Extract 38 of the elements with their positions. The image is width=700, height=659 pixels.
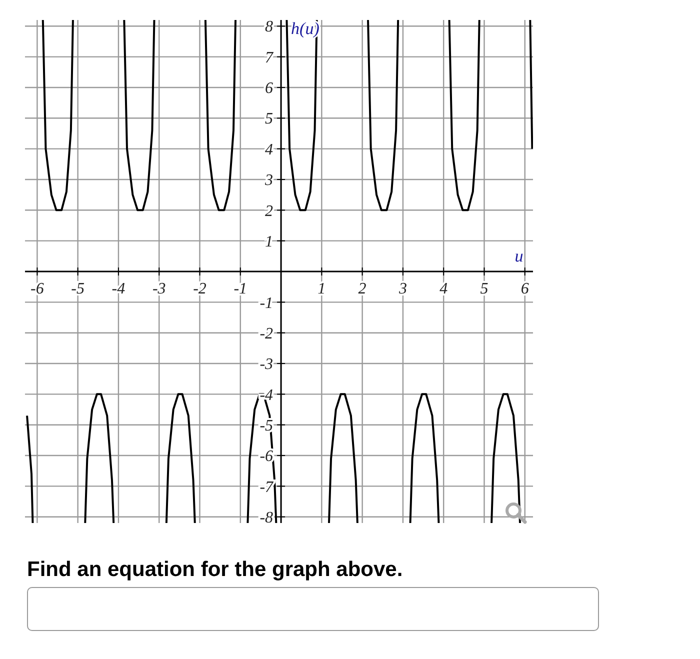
x-tick-label: 1 [318,280,326,298]
x-tick-label: 6 [520,280,529,298]
line-series [409,393,440,523]
line-series [84,393,115,523]
line-series [490,393,521,523]
x-tick-label: -2 [193,280,206,298]
x-tick-label: -6 [30,280,44,298]
y-tick-label: -2 [260,325,274,342]
line-series [204,20,237,212]
line-series [42,20,74,212]
x-tick-label: 2 [358,280,366,298]
x-tick-label: 3 [398,280,407,298]
x-tick-label: 5 [480,280,488,298]
y-tick-label: 1 [265,233,274,250]
y-tick-label: -4 [260,386,274,404]
x-axis-title: u [514,246,524,266]
line-series [123,20,156,212]
y-tick-label: 7 [265,49,274,66]
y-tick-label: 4 [265,141,274,158]
line-series [165,393,196,523]
y-tick-label: 6 [265,80,274,98]
y-tick-label: 2 [265,202,274,220]
x-tick-label: -1 [234,280,248,298]
x-tick-label: -4 [112,280,126,298]
y-tick-label: -1 [260,294,274,312]
line-series [367,20,400,212]
y-tick-label: -8 [260,509,274,526]
y-tick-label: 5 [265,110,274,128]
line-series [328,393,358,523]
y-tick-label: -3 [260,356,274,374]
x-tick-label: -3 [152,280,166,298]
y-tick-label: -7 [260,478,274,496]
line-series [448,20,480,212]
y-tick-label: 3 [264,172,274,190]
x-tick-label: 4 [440,280,448,298]
y-tick-label: 8 [265,18,274,36]
x-tick-label: -5 [71,280,84,298]
text: Find an equation for the graph above. [27,558,403,582]
